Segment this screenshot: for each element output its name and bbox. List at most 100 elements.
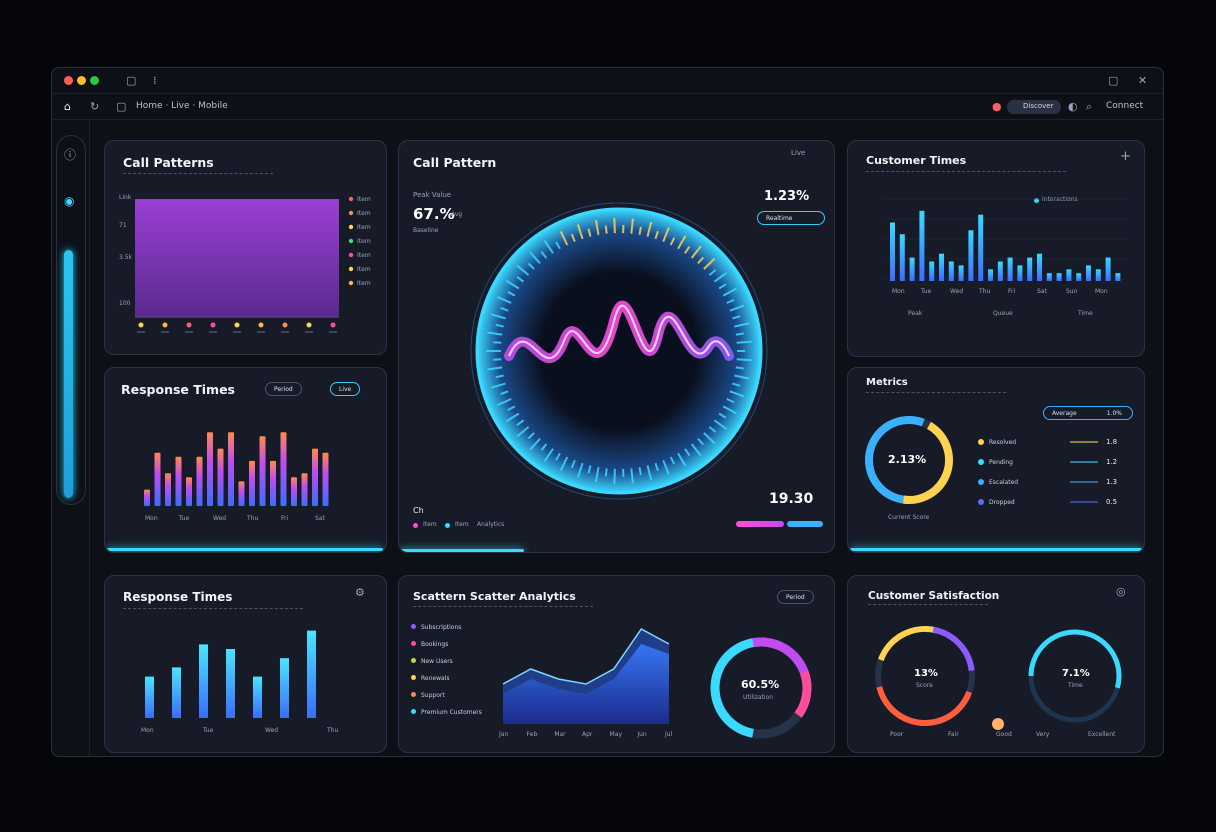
orb-tick <box>587 228 592 237</box>
legend-dot <box>348 266 354 272</box>
panel-subtitle-line <box>123 608 303 610</box>
panel-subtitle-line <box>413 606 593 608</box>
x-tick-label: Poor <box>890 731 904 738</box>
period-chip[interactable]: Period <box>777 590 814 604</box>
restore-icon[interactable]: ▢ <box>1108 74 1119 87</box>
bar <box>270 460 276 506</box>
record-icon[interactable]: ● <box>992 100 1002 113</box>
orb-tick <box>677 452 687 467</box>
share-icon[interactable]: ◎ <box>1116 585 1126 598</box>
row-label: Pending <box>989 459 1013 466</box>
gauge2-label: Time <box>1068 682 1083 689</box>
legend-dot <box>348 196 354 202</box>
live-chip[interactable]: Live <box>330 382 361 396</box>
sidebar-toggle-icon[interactable]: ⁞ <box>153 74 157 87</box>
legend-item: Premium Customers <box>411 709 482 716</box>
orb-tick <box>713 419 728 430</box>
home-icon[interactable]: ⌂ <box>64 100 71 113</box>
save-icon[interactable]: ◉ <box>64 194 75 208</box>
x-tick-label: Mon <box>1095 288 1108 295</box>
x-tick-label: Thu <box>978 288 990 295</box>
x-tick-dot <box>306 322 312 328</box>
legend-item: New Users <box>411 658 453 665</box>
gauge1-value: 13% <box>914 668 938 679</box>
x-tick-label: Mon <box>141 727 154 734</box>
period-chip[interactable]: Period <box>265 382 302 396</box>
sound-orb <box>470 202 768 500</box>
window-icon[interactable]: ▢ <box>126 74 137 87</box>
minimize-dot[interactable] <box>77 76 86 85</box>
user-label[interactable]: Connect <box>1106 101 1144 111</box>
bar <box>154 452 161 506</box>
bar <box>968 230 974 281</box>
orb-tick <box>726 298 735 304</box>
x-tick-dot <box>330 322 336 328</box>
bar <box>196 456 203 506</box>
settings-icon[interactable]: ⚙ <box>355 586 365 599</box>
response-times-bottom-panel: Response Times ⚙ Mon Tue Wed Thu <box>104 575 387 753</box>
orb-tick <box>613 218 616 234</box>
sidebar-scroll-indicator[interactable] <box>64 250 73 498</box>
info-icon[interactable]: ⓘ <box>64 148 77 162</box>
gauge-caption: Utilization <box>743 694 774 701</box>
row-value: 0.5 <box>1106 498 1117 506</box>
live-label[interactable]: Live <box>791 149 806 157</box>
area-series-front <box>503 644 669 724</box>
realtime-chip[interactable]: Realtime <box>757 211 825 225</box>
x-tick-label: Tue <box>178 515 190 522</box>
orb-tick <box>697 438 705 446</box>
orb-tick <box>726 398 735 404</box>
close-icon[interactable]: ✕ <box>1138 74 1148 87</box>
orb-tick <box>662 460 670 475</box>
breadcrumb[interactable]: Home · Live · Mobile <box>136 101 228 111</box>
refresh-icon[interactable]: ↻ <box>90 100 100 113</box>
orb-tick <box>604 225 608 234</box>
x-tick-label: Very <box>1036 731 1050 738</box>
panel-title: Call Patterns <box>123 155 214 170</box>
y-tick-label: 3.5k <box>119 254 133 261</box>
x-tick-dot <box>282 322 288 328</box>
slider-knob[interactable] <box>992 718 1004 730</box>
close-dot[interactable] <box>64 76 73 85</box>
maximize-dot[interactable] <box>90 76 99 85</box>
search-icon[interactable]: ⌕ <box>1086 100 1093 113</box>
x-tick-label: Mon <box>145 515 158 522</box>
metric-unit: Avg <box>451 211 463 218</box>
average-chip[interactable]: Average 1.0% <box>1043 406 1133 420</box>
discover-pill[interactable]: Discover <box>1007 100 1062 114</box>
legend-dot <box>411 709 416 714</box>
orb-tick <box>677 235 687 250</box>
orb-tick <box>718 412 727 419</box>
legend-item: Support <box>411 692 445 699</box>
bar <box>1007 257 1013 281</box>
scatter-legend: Subscriptions Bookings New Users Renewals Su… <box>411 624 511 724</box>
legend-label: Item <box>357 266 371 273</box>
add-icon[interactable]: + <box>1120 149 1131 164</box>
x-tick-label: Mon <box>892 288 905 295</box>
bar <box>228 432 234 506</box>
orb-tick <box>630 218 634 234</box>
orb-tick <box>493 358 502 361</box>
row-dot <box>978 499 984 505</box>
metric-value: 67.% <box>413 205 455 223</box>
legend-dot <box>411 641 416 646</box>
drop-icon[interactable]: ◐ <box>1068 100 1078 113</box>
orb-tick <box>662 227 670 242</box>
legend-label: Item <box>357 196 371 203</box>
legend-label: Bookings <box>421 641 449 648</box>
x-tick-label: Sat <box>1037 288 1047 295</box>
x-tick-dot <box>210 322 216 328</box>
page-icon[interactable]: ▢ <box>116 100 127 113</box>
bar <box>165 473 171 506</box>
legend-dot <box>348 252 354 258</box>
orb-tick <box>497 295 512 304</box>
orb-tick <box>555 241 561 250</box>
orb-tick <box>736 340 752 344</box>
bar <box>958 265 964 281</box>
bar <box>1056 273 1062 281</box>
x-sub-label: Peak <box>908 310 923 317</box>
bottom-value: 19.30 <box>769 491 814 507</box>
orb-tick <box>690 443 702 457</box>
bar <box>1115 273 1121 281</box>
bar <box>186 477 192 506</box>
